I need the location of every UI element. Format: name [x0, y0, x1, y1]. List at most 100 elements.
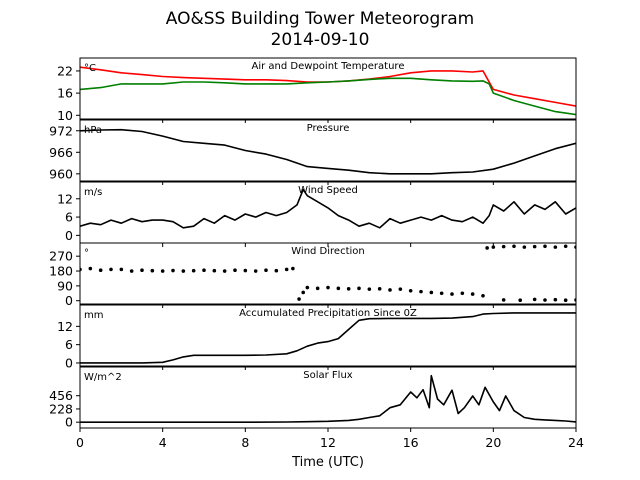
data-point	[532, 297, 537, 302]
panel-title: Air and Dewpoint Temperature	[252, 61, 405, 72]
y-tick-label: 0	[65, 228, 73, 243]
y-tick-label: 180	[49, 264, 73, 279]
y-tick-label: 456	[49, 388, 73, 403]
panel-title: Wind Direction	[291, 246, 365, 257]
data-point	[233, 268, 237, 273]
y-tick-label: 228	[49, 401, 73, 416]
y-tick-label: 0	[65, 293, 73, 308]
data-point	[522, 245, 527, 249]
y-tick-label: 10	[57, 108, 73, 123]
y-tick-label: 16	[57, 86, 73, 101]
series-line-0	[80, 128, 576, 175]
data-point	[98, 268, 103, 273]
data-point	[181, 269, 186, 273]
data-point	[315, 286, 320, 291]
data-point	[109, 267, 113, 272]
data-point	[377, 287, 382, 291]
data-point	[388, 288, 392, 292]
data-point	[191, 268, 196, 273]
panel-series-group	[80, 188, 576, 229]
panel-unit: °	[84, 248, 89, 259]
y-tick-label: 960	[49, 166, 73, 181]
data-point	[253, 269, 258, 273]
data-point	[419, 289, 423, 294]
data-point	[408, 289, 413, 293]
panel-unit: W/m^2	[84, 372, 122, 383]
x-tick-label: 12	[320, 435, 336, 450]
data-point	[326, 285, 330, 290]
figure-title-line2: 2014-09-10	[271, 30, 370, 50]
data-point	[512, 244, 516, 249]
panel-series-group	[80, 244, 576, 303]
data-point	[450, 292, 454, 296]
y-tick-label: 12	[57, 191, 73, 206]
panel-2: 0 6 12 Wind Speed m/s	[57, 181, 577, 247]
panel-series-group	[80, 312, 576, 364]
figure-title-line1: AO&SS Building Tower Meteorogram	[166, 9, 474, 29]
y-tick-label: 966	[49, 145, 73, 160]
data-point	[481, 293, 485, 298]
data-point	[160, 269, 165, 273]
data-point	[543, 244, 547, 249]
panel-series-group	[80, 66, 576, 116]
y-tick-label: 90	[57, 278, 73, 293]
data-point	[129, 269, 134, 273]
x-axis-label: Time (UTC)	[291, 455, 364, 470]
series-line-1	[80, 77, 576, 116]
y-tick-label: 972	[49, 123, 73, 138]
x-tick-label: 16	[403, 435, 419, 450]
data-point	[563, 298, 568, 303]
panel-series-group	[80, 374, 576, 424]
panel-unit: mm	[84, 310, 103, 321]
data-point	[297, 297, 301, 301]
data-point	[532, 244, 537, 249]
data-point	[553, 297, 558, 302]
data-point	[202, 268, 206, 273]
series-line-0	[80, 374, 576, 424]
data-point	[284, 267, 289, 272]
panel-series-group	[80, 128, 576, 175]
data-point	[243, 268, 248, 273]
data-point	[439, 291, 444, 296]
data-point	[543, 298, 547, 302]
data-point	[470, 292, 475, 296]
data-point	[346, 287, 351, 291]
data-point	[119, 267, 124, 272]
y-tick-label: 6	[65, 210, 73, 225]
series-line-0	[80, 66, 576, 107]
data-point	[222, 269, 227, 273]
data-point	[398, 287, 403, 291]
x-tick-label: 4	[159, 435, 167, 450]
y-tick-label: 270	[49, 249, 73, 264]
data-point	[212, 268, 217, 273]
y-tick-label: 6	[65, 337, 73, 352]
data-point	[357, 286, 361, 291]
data-point	[501, 244, 506, 249]
data-point	[291, 266, 295, 271]
data-point	[518, 298, 522, 303]
y-tick-label: 0	[65, 415, 73, 430]
panel-1: 960 966 972 Pressure hPa	[49, 119, 577, 185]
x-tick-label: 0	[76, 435, 84, 450]
panel-title: Wind Speed	[298, 185, 358, 196]
series-line-0	[80, 188, 576, 229]
data-point	[491, 245, 496, 249]
panel-title: Solar Flux	[303, 370, 353, 381]
panel-unit: °C	[84, 63, 96, 74]
data-point	[274, 268, 279, 273]
series-line-0	[80, 312, 576, 364]
panel-0: 10 16 22 Air and Dewpoint Temperature °C	[57, 57, 577, 123]
data-point	[485, 246, 489, 250]
data-point	[264, 268, 268, 273]
panel-title: Pressure	[307, 123, 350, 134]
data-point	[429, 290, 434, 295]
x-tick-label: 20	[485, 435, 501, 450]
data-point	[553, 245, 558, 249]
data-point	[563, 244, 568, 249]
data-point	[305, 285, 310, 290]
data-point	[460, 291, 465, 296]
